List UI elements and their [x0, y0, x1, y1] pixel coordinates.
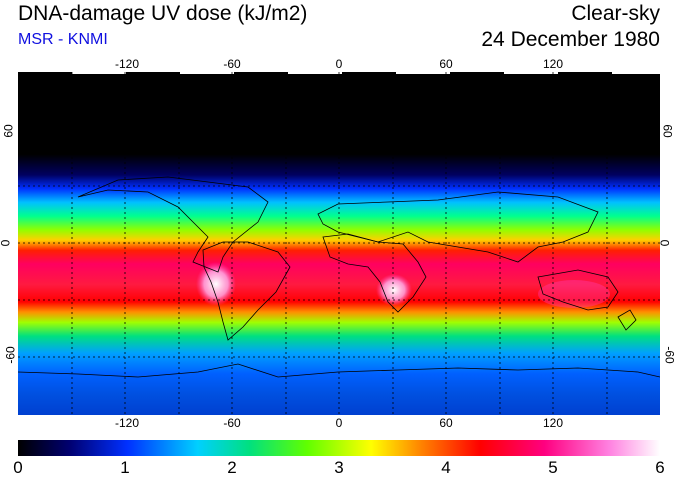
graticule	[18, 72, 660, 415]
australia-hotspot	[538, 280, 610, 308]
left-lat-tick-0: 0	[0, 240, 12, 247]
bottom-lon-tick-0: 0	[335, 416, 343, 430]
top-lon-tick-0: 0	[335, 57, 343, 71]
top-lon-tick-e120: 120	[542, 57, 564, 71]
colorbar-label-6: 6	[655, 458, 665, 477]
sky-condition-label: Clear-sky	[571, 2, 660, 25]
left-lat-tick-60: 60	[1, 124, 16, 138]
left-lat-tick-s60: -60	[3, 346, 18, 364]
colorbar-label-5: 5	[548, 458, 558, 477]
top-lon-tick-w120: -120	[114, 57, 140, 71]
uv-dose-map	[18, 72, 660, 415]
colorbar	[18, 440, 660, 456]
bottom-lon-tick-e60: 60	[439, 416, 453, 430]
map-title: DNA-damage UV dose (kJ/m2)	[18, 2, 308, 25]
bottom-lon-tick-w120: -120	[114, 416, 140, 430]
top-lon-tick-w60: -60	[223, 57, 241, 71]
bottom-lon-tick-w60: -60	[223, 416, 241, 430]
uv-dose-map-graphic	[18, 72, 660, 415]
colorbar-label-0: 0	[13, 458, 23, 477]
right-lat-tick-60: 60	[660, 124, 675, 138]
colorbar-label-2: 2	[227, 458, 237, 477]
colorbar-label-1: 1	[120, 458, 130, 477]
data-source-label: MSR - KNMI	[18, 31, 108, 48]
right-lat-tick-s60: -60	[662, 346, 677, 364]
coastlines	[18, 176, 660, 378]
frame-tick-bars	[72, 72, 660, 74]
date-label: 24 December 1980	[481, 28, 660, 51]
colorbar-label-4: 4	[441, 458, 451, 477]
top-lon-tick-e60: 60	[439, 57, 453, 71]
bottom-lon-tick-e120: 120	[542, 416, 564, 430]
andes-hotspot	[196, 262, 236, 306]
colorbar-label-3: 3	[334, 458, 344, 477]
southern-africa-hotspot	[376, 274, 412, 306]
